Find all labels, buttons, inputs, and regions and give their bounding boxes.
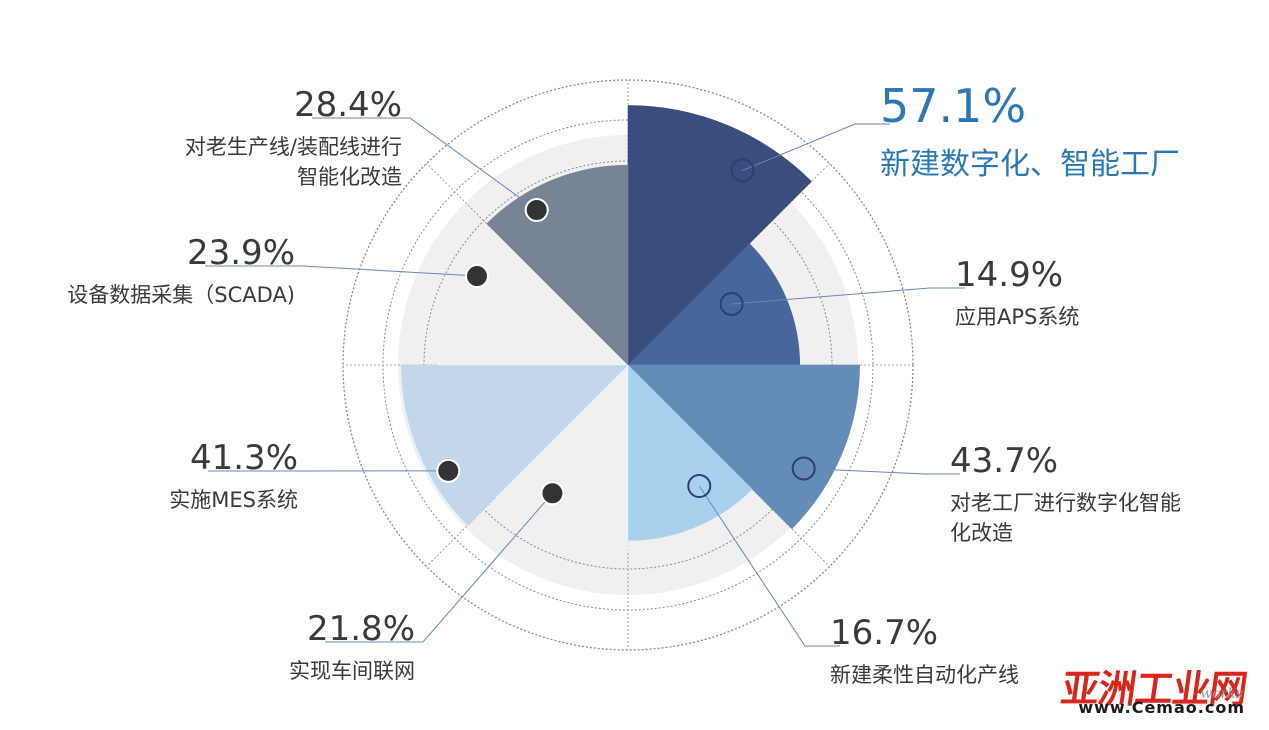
- category-label-0: 新建数字化、智能工厂: [880, 147, 1180, 182]
- marker-0: [730, 158, 755, 183]
- percent-label-7: 28.4%: [294, 85, 402, 125]
- chart-leader-lines: [205, 117, 965, 647]
- leader-2: [803, 467, 960, 475]
- sector-4: [496, 364, 629, 552]
- marker-4: [540, 481, 565, 506]
- chart-labels: 57.1% 新建数字化、智能工厂 14.9% 应用APS系统 43.7% 对老工厂进行数字…: [67, 79, 1181, 687]
- category-label-7: 对老生产线/装配线进行: [185, 135, 402, 159]
- grid-spoke: [426, 163, 629, 366]
- marker-1: [719, 291, 744, 316]
- percent-label-2: 43.7%: [950, 441, 1058, 481]
- marker-2: [791, 456, 816, 481]
- leader-3: [698, 485, 840, 647]
- grid-spoke: [426, 364, 629, 567]
- percent-label-5: 41.3%: [190, 438, 298, 478]
- leader-0: [742, 123, 890, 171]
- marker-5: [436, 458, 461, 483]
- watermark-logo: 亚洲工业网 works www.Cemao.com: [1058, 658, 1255, 720]
- chart-markers: [436, 158, 816, 506]
- category-label-3: 新建柔性自动化产线: [830, 663, 1019, 687]
- category-label-1: 应用APS系统: [955, 305, 1079, 329]
- sector-2: [627, 364, 860, 530]
- category-label-6: 设备数据采集（SCADA): [67, 283, 295, 307]
- leader-1: [731, 287, 965, 305]
- marker-6: [464, 264, 489, 289]
- leader-6: [205, 265, 478, 277]
- watermark-url: www.Cemao.com: [1078, 698, 1245, 717]
- sector-7: [486, 164, 629, 366]
- percent-label-0: 57.1%: [880, 79, 1026, 133]
- percent-label-1: 14.9%: [955, 255, 1063, 295]
- percent-label-6: 23.9%: [187, 233, 295, 273]
- chart-sectors: [401, 105, 860, 552]
- grid-spoke: [627, 364, 830, 567]
- category-label-2: 对老工厂进行数字化智能: [950, 491, 1181, 515]
- marker-7: [524, 198, 549, 223]
- marker-3: [687, 473, 712, 498]
- percent-label-3: 16.7%: [830, 613, 938, 653]
- sector-3: [627, 364, 753, 541]
- sector-6: [437, 229, 629, 366]
- category-label-7: 智能化改造: [297, 165, 402, 189]
- sector-5: [401, 364, 629, 526]
- leader-7: [312, 117, 537, 211]
- percent-label-4: 21.8%: [307, 609, 415, 649]
- watermark-works: works: [1200, 686, 1243, 702]
- sector-0: [627, 105, 812, 366]
- leader-4: [325, 492, 553, 643]
- category-label-2: 化改造: [950, 521, 1013, 545]
- category-label-5: 实施MES系统: [169, 488, 298, 512]
- category-label-4: 实现车间联网: [289, 659, 415, 683]
